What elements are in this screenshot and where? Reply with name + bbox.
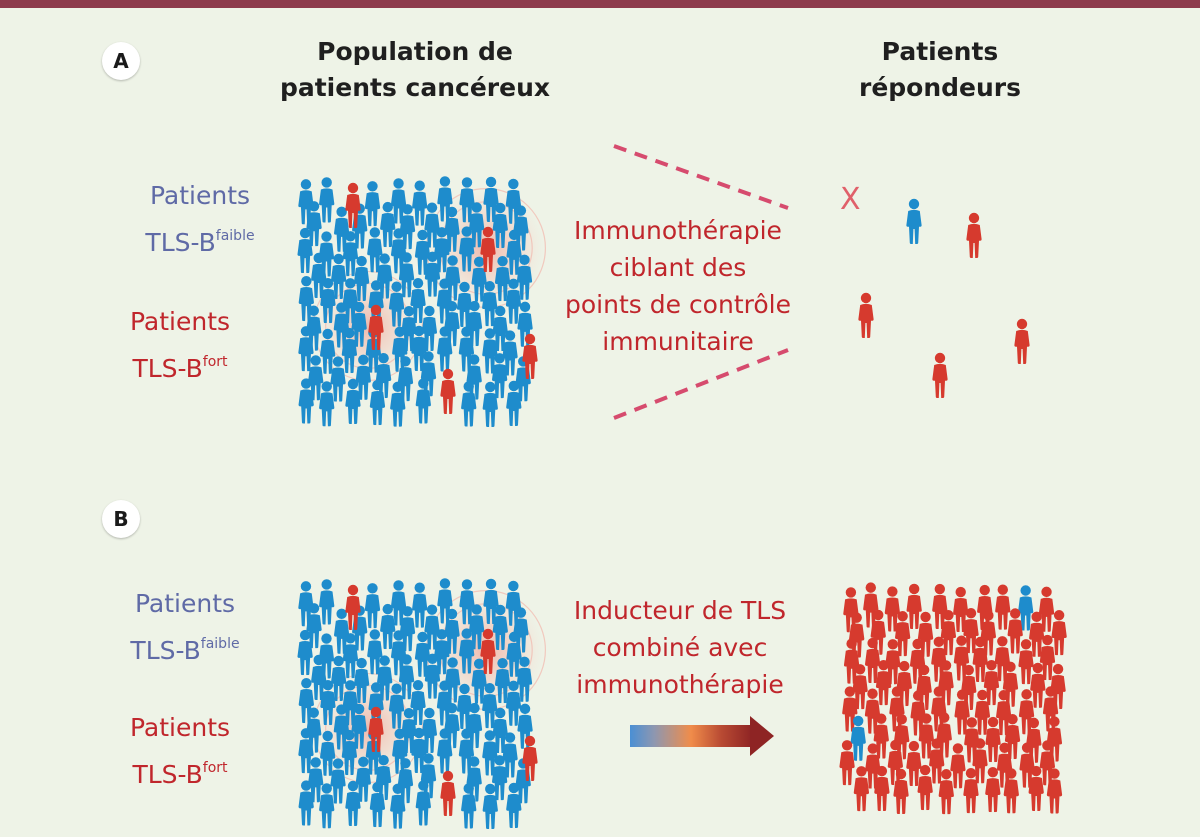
responder-b-17 <box>1007 608 1023 654</box>
responder-b-7 <box>995 584 1011 630</box>
responder-b-76 <box>985 766 1001 813</box>
legend-a-low-label: Patients <box>149 181 251 210</box>
dashed-funnel-lines <box>613 144 789 420</box>
gradient-arrow-head <box>750 716 774 756</box>
gradient-arrow <box>630 716 774 756</box>
dashed-line-top <box>613 144 789 210</box>
legend-a-high-type-sup: fort <box>202 354 228 370</box>
legend-b-low-label: Patients <box>134 589 236 618</box>
crowd-b-person-82 <box>461 783 477 829</box>
treatment-a-label: Immunothérapie ciblant des points de con… <box>548 212 808 360</box>
legend-b-high-label: Patients <box>129 713 231 742</box>
treatment-a-line3: points de contrôle <box>565 290 791 319</box>
responder-b-28 <box>1018 639 1034 685</box>
responders-title-line1: Patients <box>881 37 999 66</box>
legend-b-high: Patients TLS-Bfort <box>90 708 270 795</box>
responder-a-3 <box>1014 318 1030 364</box>
crowd-b-person-77 <box>319 783 335 829</box>
responder-b-19 <box>1051 610 1067 656</box>
crowd-b-person-81 <box>415 780 431 826</box>
responder-a-4 <box>932 352 948 398</box>
panel-b-badge: B <box>102 500 140 538</box>
population-crowd-b <box>297 578 547 829</box>
responder-b-3 <box>906 583 922 629</box>
responder-b-65 <box>950 743 966 789</box>
responder-b-56 <box>985 716 1001 763</box>
legend-a-low-type-sup: faible <box>215 228 255 244</box>
responder-b-72 <box>893 768 909 815</box>
crowd-a-person-1 <box>319 177 335 223</box>
non-responder-x-mark: X <box>840 182 861 217</box>
treatment-b-line3: immunothérapie <box>576 670 784 699</box>
responder-b-60 <box>839 740 855 786</box>
responder-b-73 <box>917 764 933 811</box>
panel-a-badge: A <box>102 42 140 80</box>
treatment-b-line2: combiné avec <box>592 633 768 662</box>
crowd-b-person-1 <box>319 579 335 625</box>
responders-b <box>839 582 1067 815</box>
responder-b-12 <box>895 611 911 657</box>
responder-b-1 <box>863 582 879 628</box>
responder-a-1 <box>966 212 982 258</box>
crowd-b-person-high-4 <box>440 770 456 816</box>
responder-a-0 <box>906 198 922 244</box>
crowd-b-person-78 <box>345 780 361 826</box>
legend-b-high-type-main: TLS-B <box>132 760 203 789</box>
legend-b-low-type-sup: faible <box>200 636 240 652</box>
population-title-line1: Population de <box>317 37 513 66</box>
crowd-a-person-78 <box>345 378 361 424</box>
responders-title: Patients répondeurs <box>830 34 1050 106</box>
responder-b-70 <box>853 766 870 812</box>
top-border <box>0 0 1200 8</box>
treatment-a-line2: ciblant des <box>609 253 747 282</box>
population-title-line2: patients cancéreux <box>279 73 551 102</box>
responder-b-29 <box>1039 634 1056 681</box>
legend-a-high-label: Patients <box>129 307 231 336</box>
legend-b-low: Patients TLS-Bfaible <box>95 584 275 671</box>
crowd-a-person-77 <box>319 381 335 427</box>
legend-a-high-type: TLS-Bfort <box>90 342 270 389</box>
crowd-b-person-4 <box>412 582 428 628</box>
legend-b-low-type-main: TLS-B <box>130 636 201 665</box>
treatment-b-line1: Inducteur de TLS <box>573 596 787 625</box>
dashed-line-bottom <box>613 348 789 420</box>
treatment-b-label: Inducteur de TLS combiné avec immunothér… <box>560 592 800 703</box>
crowd-a-person-2 <box>364 181 381 227</box>
population-title: Population de patients cancéreux <box>270 34 560 106</box>
treatment-a-line1: Immunothérapie <box>574 216 782 245</box>
gradient-arrow-shaft <box>630 725 752 747</box>
responder-a-2 <box>858 292 874 338</box>
population-crowd-a <box>297 176 547 427</box>
legend-b-high-type: TLS-Bfort <box>90 748 270 795</box>
crowd-a-person-82 <box>461 381 477 427</box>
responders-a <box>858 198 1030 398</box>
crowd-a-person-81 <box>415 378 431 424</box>
legend-a-high: Patients TLS-Bfort <box>90 302 270 389</box>
legend-a-low-type: TLS-Bfaible <box>110 216 290 263</box>
crowd-a-person-high-4 <box>440 368 456 414</box>
legend-a-high-type-main: TLS-B <box>132 354 203 383</box>
crowd-b-person-2 <box>364 583 381 629</box>
legend-a-low: Patients TLS-Bfaible <box>110 176 290 263</box>
legend-b-high-type-sup: fort <box>202 760 228 776</box>
legend-b-low-type: TLS-Bfaible <box>95 624 275 671</box>
crowd-a-person-4 <box>412 180 428 226</box>
legend-a-low-type-main: TLS-B <box>145 228 216 257</box>
responders-title-line2: répondeurs <box>858 73 1021 102</box>
treatment-a-line4: immunitaire <box>602 327 754 356</box>
